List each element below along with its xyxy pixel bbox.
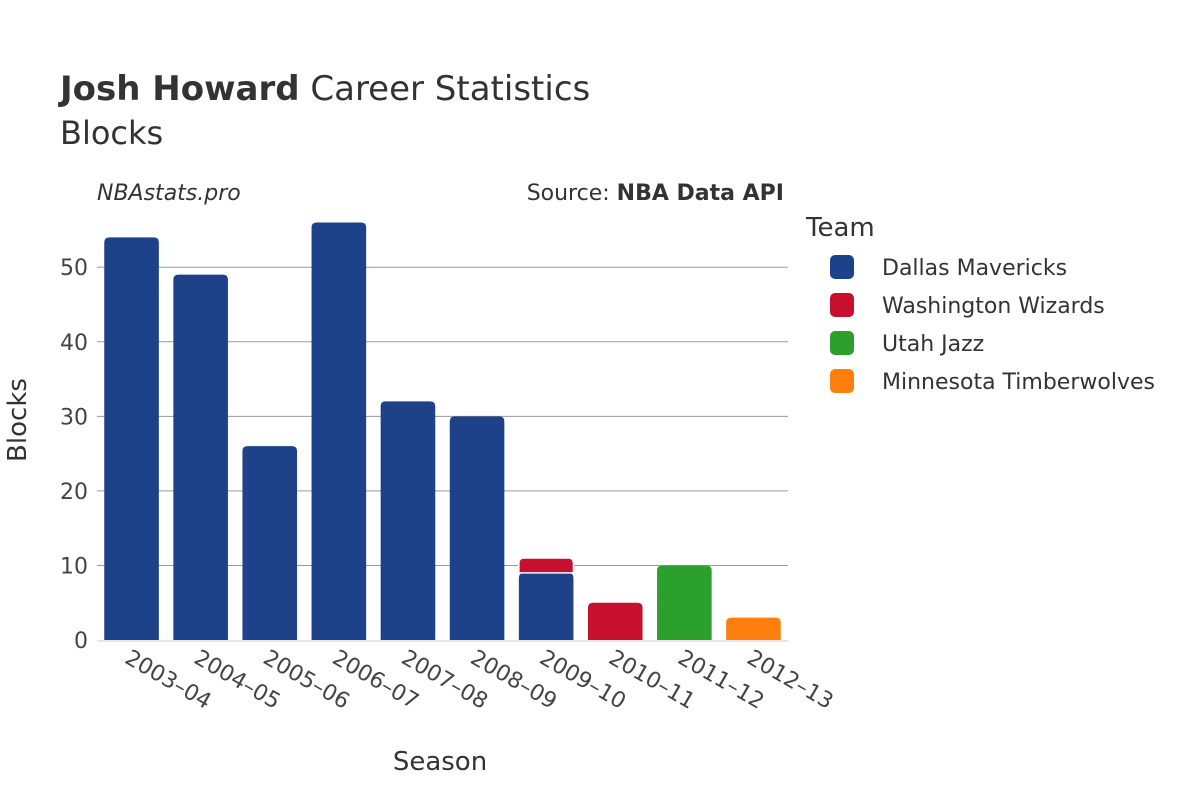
y-tick-labels: 0 10 20 30 40 50	[60, 256, 88, 654]
legend-swatch	[830, 331, 854, 355]
bar-washington-wizards	[587, 602, 643, 640]
bar-dallas-mavericks	[311, 222, 367, 640]
y-tick-label: 50	[60, 256, 88, 281]
legend-swatch	[830, 369, 854, 393]
y-tick-label: 0	[74, 629, 88, 654]
chart-title: Josh Howard Career Statistics	[58, 69, 590, 109]
bar-minnesota-timberwolves	[726, 617, 781, 640]
bar-dallas-mavericks	[518, 572, 574, 640]
y-tick-label: 40	[60, 331, 88, 356]
legend-item-label: Utah Jazz	[882, 332, 984, 357]
chart-subtitle: Blocks	[60, 114, 163, 152]
y-tick-label: 10	[60, 554, 88, 579]
bar-dallas-mavericks	[449, 416, 505, 640]
legend-item-label: Dallas Mavericks	[882, 256, 1067, 281]
y-tick-label: 30	[60, 405, 88, 430]
title-player-name: Josh Howard	[58, 69, 300, 109]
legend-swatch	[830, 293, 854, 317]
credits-source: Source: NBA Data API	[527, 181, 784, 206]
legend-title: Team	[805, 213, 875, 243]
bar-washington-wizards	[518, 557, 575, 574]
legend-item-label: Minnesota Timberwolves	[882, 370, 1155, 395]
credits-source-name: NBA Data API	[617, 181, 784, 206]
legend: Team Dallas Mavericks Washington Wizards U…	[805, 213, 1155, 395]
x-axis-title: Season	[393, 747, 487, 777]
y-axis-title: Blocks	[3, 378, 33, 462]
bar-dallas-mavericks	[173, 274, 228, 640]
x-tick-labels: 2003–042004–052005–062006–072007–082008–…	[121, 646, 838, 715]
legend-item-label: Washington Wizards	[882, 294, 1105, 319]
bar-dallas-mavericks	[104, 237, 159, 641]
title-suffix: Career Statistics	[300, 69, 591, 109]
bars	[104, 222, 781, 641]
credits-source-prefix: Source:	[527, 181, 617, 206]
bar-utah-jazz	[657, 565, 712, 640]
legend-swatch	[830, 255, 854, 279]
bar-dallas-mavericks	[242, 446, 298, 640]
y-tick-label: 20	[60, 480, 88, 505]
bar-dallas-mavericks	[380, 401, 436, 640]
credits-site: NBAstats.pro	[97, 181, 241, 206]
